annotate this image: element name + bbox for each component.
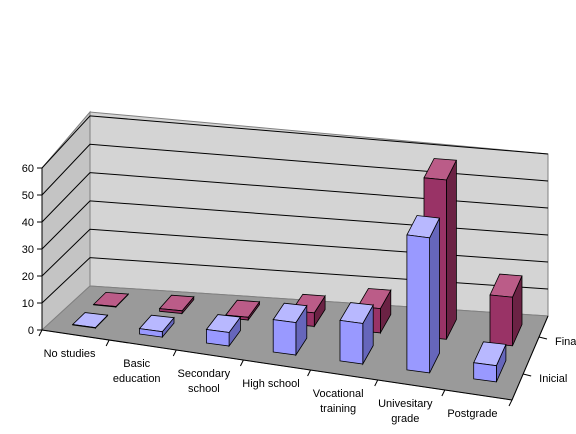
back-wall xyxy=(89,111,549,317)
x-tick-label: Secondary school xyxy=(178,368,231,395)
x-axis xyxy=(41,329,513,401)
gridline xyxy=(41,172,549,223)
y-tick-label: 20 xyxy=(22,271,34,283)
x-tick-label: Basic education xyxy=(113,358,161,385)
y-tick-label: 40 xyxy=(22,217,34,229)
bar xyxy=(272,319,297,356)
bar xyxy=(339,319,364,365)
bar xyxy=(93,303,117,308)
y-tick-label: 50 xyxy=(22,190,34,202)
series-label: Inicial xyxy=(539,373,567,385)
series-label: Final xyxy=(555,336,576,348)
gridline xyxy=(41,257,549,304)
gridline xyxy=(41,228,549,277)
x-tick xyxy=(105,339,110,347)
x-tick xyxy=(239,359,244,367)
depth-axis xyxy=(511,315,549,401)
x-tick xyxy=(508,399,513,407)
bar xyxy=(159,308,183,314)
bar xyxy=(489,294,513,347)
bar xyxy=(205,329,230,347)
depth-tick xyxy=(538,336,548,340)
bar xyxy=(406,234,431,374)
bar-side xyxy=(429,217,440,374)
x-tick xyxy=(172,349,177,357)
x-tick-label: Postgrade xyxy=(447,408,497,420)
bar xyxy=(139,328,163,338)
x-tick-label: Vocational training xyxy=(313,388,364,415)
bar xyxy=(72,324,96,329)
y-tick-label: 60 xyxy=(22,163,34,175)
x-tick-label: No studies xyxy=(44,348,96,360)
x-tick xyxy=(374,379,379,387)
y-tick-label: 10 xyxy=(22,298,34,310)
x-tick-label: High school xyxy=(242,378,299,390)
x-tick xyxy=(307,369,312,377)
gridline xyxy=(41,115,549,169)
x-tick xyxy=(441,389,446,397)
x-tick xyxy=(38,329,43,337)
gridline xyxy=(41,200,549,250)
depth-tick xyxy=(523,373,532,377)
y-tick-label: 0 xyxy=(28,325,34,337)
y-tick-label: 30 xyxy=(22,244,34,256)
gridline xyxy=(41,143,549,196)
x-tick-label: Univesitary grade xyxy=(378,398,433,425)
bar-side xyxy=(445,160,457,340)
bar xyxy=(473,362,497,383)
